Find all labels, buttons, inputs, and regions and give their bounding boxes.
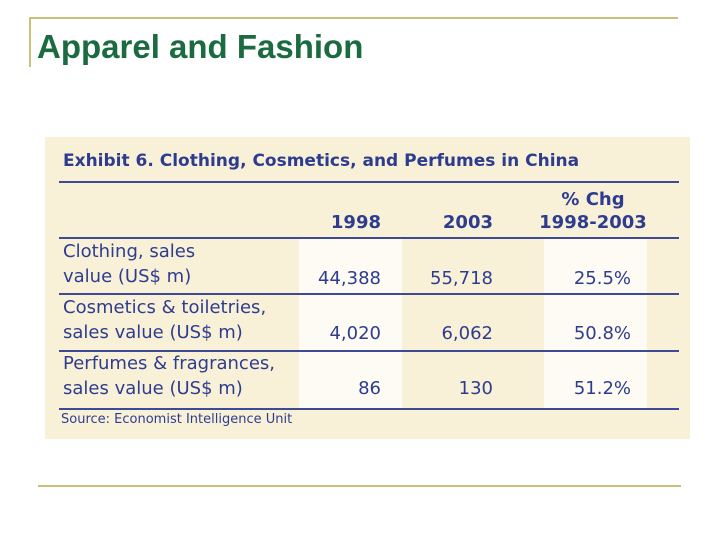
cell-perfumes-2003: 130 <box>458 378 493 399</box>
exhibit-title: Exhibit 6. Clothing, Cosmetics, and Perf… <box>63 151 580 171</box>
row-label-cosmetics: Cosmetics & toiletries, sales value (US$… <box>63 295 266 345</box>
source-note: Source: Economist Intelligence Unit <box>61 412 293 427</box>
cell-perfumes-1998: 86 <box>358 378 381 399</box>
column-band-chg <box>544 239 647 409</box>
header-bottom-line <box>59 237 679 239</box>
table-bottom-line <box>59 408 679 410</box>
cell-clothing-chg: 25.5% <box>573 268 631 289</box>
cell-clothing-2003: 55,718 <box>430 268 493 289</box>
cell-clothing-1998: 44,388 <box>318 268 381 289</box>
column-band-1998 <box>299 239 402 409</box>
row-label-line2: sales value (US$ m) <box>63 378 243 399</box>
row-label-perfumes: Perfumes & fragrances, sales value (US$ … <box>63 351 275 401</box>
header-top-line <box>59 181 679 183</box>
header-chg-line2: 1998-2003 <box>539 212 647 233</box>
row-label-clothing: Clothing, sales value (US$ m) <box>63 239 195 289</box>
cell-cosmetics-2003: 6,062 <box>441 323 493 344</box>
row-label-line2: value (US$ m) <box>63 266 192 287</box>
row-label-line2: sales value (US$ m) <box>63 322 243 343</box>
slide-bottom-rule <box>38 485 681 487</box>
slide-title: Apparel and Fashion <box>37 28 364 65</box>
slide-top-rule <box>30 17 678 19</box>
row-divider-2 <box>59 350 679 352</box>
exhibit-table-image: Exhibit 6. Clothing, Cosmetics, and Perf… <box>45 137 690 439</box>
cell-perfumes-chg: 51.2% <box>573 378 631 399</box>
cell-cosmetics-1998: 4,020 <box>329 323 381 344</box>
row-label-line1: Perfumes & fragrances, <box>63 353 276 374</box>
row-divider-1 <box>59 293 679 295</box>
header-chg-line1: % Chg <box>561 189 625 210</box>
row-label-line1: Cosmetics & toiletries, <box>63 297 267 318</box>
header-2003: 2003 <box>442 212 493 233</box>
header-1998: 1998 <box>330 212 381 233</box>
row-label-line1: Clothing, sales <box>63 241 196 262</box>
cell-cosmetics-chg: 50.8% <box>573 323 631 344</box>
slide-left-rule <box>29 17 31 67</box>
